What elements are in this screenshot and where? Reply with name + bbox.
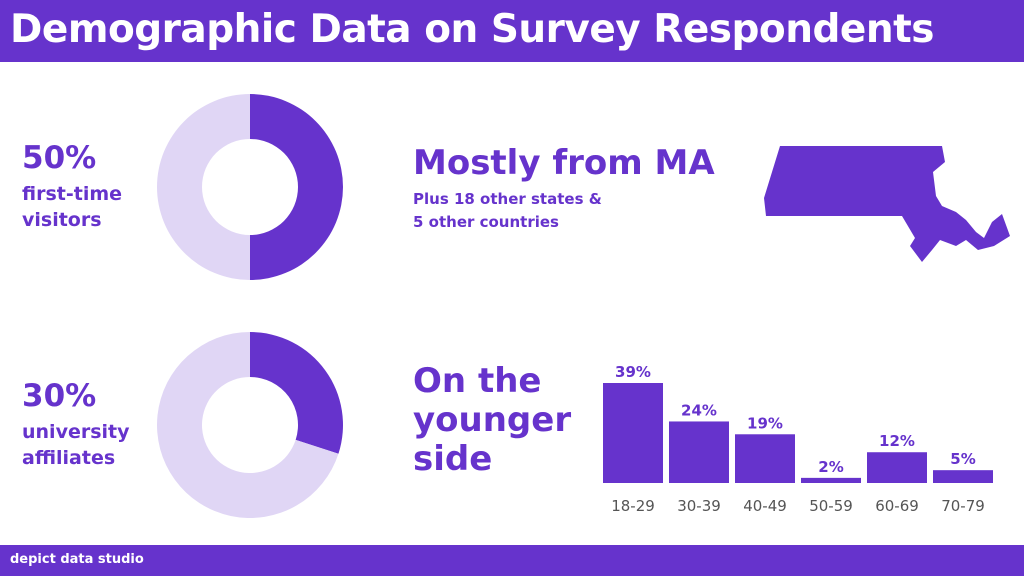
- first-time-visitors-slice-remainder: [157, 94, 250, 280]
- massachusetts-map-icon: [764, 146, 1010, 262]
- age-bar-value-label: 24%: [681, 401, 717, 419]
- age-axis-tick-label: 30-39: [677, 497, 721, 515]
- university-affiliates-label-1: university: [22, 421, 130, 443]
- age-axis-tick-label: 60-69: [875, 497, 919, 515]
- first-time-visitors-label-1: first-time: [22, 183, 123, 205]
- age-axis-tick-label: 50-59: [809, 497, 853, 515]
- age-bar-chart: 39% 18-29 24% 30-39 19% 40-49 2% 50-59 12% 60-69 5…: [603, 363, 993, 515]
- age-bar-value-label: 39%: [615, 363, 651, 381]
- brand-label: depict data studio: [10, 552, 144, 567]
- university-affiliates-label-2: affiliates: [22, 447, 116, 469]
- age-axis-tick-label: 40-49: [743, 497, 787, 515]
- age-bar-60-69: [867, 452, 927, 483]
- age-bar-value-label: 2%: [818, 458, 843, 476]
- age-headline: On the younger side: [413, 362, 571, 479]
- header-bar: Demographic Data on Survey Respondents: [0, 0, 1024, 62]
- age-bar-50-59: [801, 477, 861, 483]
- university-affiliates-slice-highlight: [250, 332, 343, 454]
- age-headline-line-2: younger: [413, 400, 572, 440]
- age-bar-40-49: [735, 434, 795, 483]
- age-bar-value-label: 19%: [747, 414, 783, 432]
- age-bar-18-29: [603, 383, 663, 483]
- university-affiliates-percent: 30%: [22, 378, 97, 414]
- age-bar-value-label: 5%: [950, 450, 975, 468]
- first-time-visitors-donut: [157, 94, 343, 280]
- age-bar-value-label: 12%: [879, 432, 915, 450]
- first-time-visitors-slice-highlight: [250, 94, 343, 280]
- age-headline-line-3: side: [413, 439, 493, 479]
- age-bar-70-79: [933, 470, 993, 483]
- footer-bar: depict data studio: [0, 545, 1024, 576]
- age-bar-30-39: [669, 421, 729, 483]
- first-time-visitors-percent: 50%: [22, 140, 97, 176]
- geo-headline: Mostly from MA: [413, 143, 715, 183]
- age-axis-tick-label: 18-29: [611, 497, 655, 515]
- university-affiliates-donut: [157, 332, 343, 518]
- age-axis-tick-label: 70-79: [941, 497, 985, 515]
- geo-subtext-2: 5 other countries: [413, 213, 559, 231]
- geo-subtext-1: Plus 18 other states &: [413, 190, 602, 208]
- page-title: Demographic Data on Survey Respondents: [10, 7, 934, 52]
- age-headline-line-1: On the: [413, 361, 542, 401]
- university-affiliates-slice-remainder: [157, 332, 339, 518]
- first-time-visitors-label-2: visitors: [22, 209, 102, 231]
